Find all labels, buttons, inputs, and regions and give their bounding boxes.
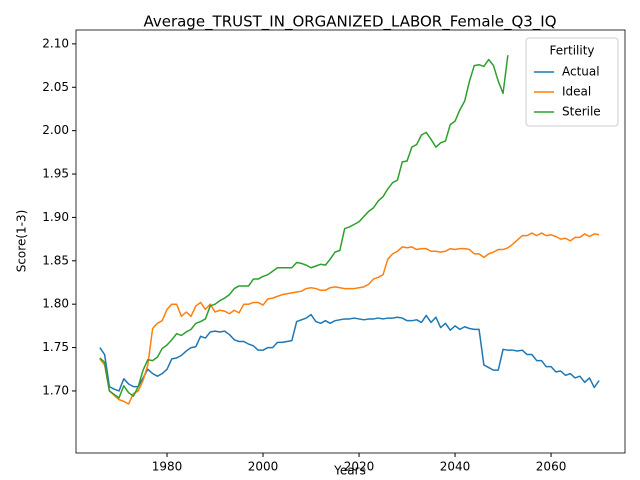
y-tick-label: 1.85 [42, 253, 69, 267]
x-tick-label: 2060 [536, 460, 567, 474]
y-tick-label: 2.05 [42, 80, 69, 94]
x-axis-label: Years [333, 464, 366, 478]
y-tick-label: 1.70 [42, 383, 69, 397]
x-tick-label: 2020 [344, 460, 375, 474]
y-tick-label: 1.80 [42, 297, 69, 311]
y-tick-label: 1.90 [42, 210, 69, 224]
x-tick-label: 1980 [152, 460, 183, 474]
series-line [99, 232, 600, 405]
y-tick-label: 1.75 [42, 340, 69, 354]
x-tick-label: 2000 [248, 460, 279, 474]
series-line [99, 313, 600, 392]
y-tick-label: 2.10 [42, 36, 69, 50]
legend-label: Sterile [562, 105, 601, 119]
legend-label: Actual [562, 65, 600, 79]
plot-frame [75, 29, 626, 454]
legend-label: Ideal [562, 85, 591, 99]
y-tick-label: 1.95 [42, 167, 69, 181]
chart-title: Average_TRUST_IN_ORGANIZED_LABOR_Female_… [143, 13, 556, 32]
legend-box [525, 37, 619, 127]
y-tick-label: 2.00 [42, 123, 69, 137]
series-line [99, 55, 509, 399]
x-tick-label: 2040 [440, 460, 471, 474]
legend-title: Fertility [549, 44, 594, 58]
y-axis-label: Score(1-3) [15, 210, 29, 273]
